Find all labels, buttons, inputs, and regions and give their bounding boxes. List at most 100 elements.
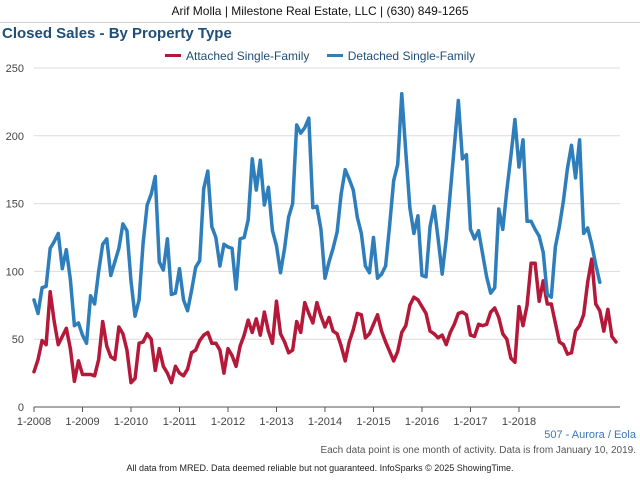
data-point (311, 321, 315, 325)
data-point (105, 344, 109, 348)
data-point (606, 307, 610, 311)
y-tick-label: 100 (6, 266, 24, 278)
legend-item-attached[interactable]: Attached Single-Family (165, 49, 309, 63)
data-point (335, 332, 339, 336)
data-point (355, 215, 359, 219)
data-point (44, 343, 48, 347)
data-point (270, 341, 275, 345)
data-point (299, 330, 303, 335)
data-point (436, 336, 440, 340)
data-point (489, 310, 493, 314)
data-point (72, 324, 77, 328)
data-point (165, 237, 169, 241)
data-point (452, 145, 456, 149)
data-point (541, 250, 545, 255)
data-point (52, 239, 56, 244)
data-point (359, 313, 363, 317)
data-point (210, 341, 214, 345)
data-point (327, 315, 331, 320)
data-point (282, 340, 287, 344)
data-point (266, 185, 270, 189)
data-point (137, 298, 141, 302)
data-point (517, 165, 521, 169)
data-point (517, 305, 521, 309)
data-point (375, 276, 380, 280)
data-point (363, 264, 367, 268)
data-point (464, 313, 469, 317)
data-point (384, 340, 388, 344)
data-point (428, 329, 432, 333)
data-point (582, 231, 586, 236)
data-point (76, 359, 81, 363)
data-point (287, 351, 291, 355)
data-point (76, 321, 81, 325)
data-point (250, 157, 254, 161)
data-point (234, 287, 238, 291)
data-point (181, 374, 186, 378)
data-point (440, 333, 444, 337)
data-point (480, 252, 485, 256)
data-point (315, 204, 319, 208)
data-point (278, 332, 283, 336)
data-point (375, 313, 380, 317)
data-point (56, 231, 60, 236)
data-point (198, 338, 202, 343)
data-point (367, 332, 372, 336)
data-point (105, 237, 109, 241)
data-point (460, 157, 464, 161)
data-point (343, 359, 347, 363)
data-point (141, 241, 145, 245)
data-point (68, 347, 72, 351)
data-point (202, 333, 206, 337)
data-point (505, 188, 509, 192)
data-point (93, 374, 97, 378)
data-point (590, 257, 594, 261)
data-point (117, 246, 121, 250)
data-point (590, 242, 594, 246)
data-point (505, 337, 509, 341)
region-label: 507 - Aurora / Eola (544, 429, 636, 441)
data-point (553, 245, 557, 249)
data-point (416, 214, 420, 218)
data-point (145, 332, 149, 336)
data-point (432, 332, 436, 336)
data-point (282, 246, 287, 250)
data-point (456, 98, 460, 103)
data-point (230, 353, 234, 358)
data-point (307, 311, 311, 316)
data-point (218, 348, 222, 352)
data-point (339, 344, 343, 348)
data-point (169, 292, 174, 297)
data-point (392, 178, 396, 183)
data-point (509, 154, 513, 158)
data-point (274, 299, 279, 303)
data-point (291, 348, 295, 352)
data-point (480, 324, 485, 328)
data-point (56, 343, 60, 347)
data-point (64, 326, 68, 330)
data-footnote: Each data point is one month of activity… (320, 445, 636, 456)
data-point (404, 150, 408, 154)
data-point (129, 380, 133, 385)
data-point (206, 330, 210, 335)
legend-item-detached[interactable]: Detached Single-Family (326, 49, 475, 63)
data-point (194, 348, 198, 352)
data-point (36, 311, 40, 316)
data-point (452, 322, 456, 326)
data-point (371, 235, 376, 240)
data-point (347, 177, 351, 181)
data-point (577, 138, 582, 142)
data-point (226, 245, 230, 249)
data-point (238, 344, 242, 348)
data-point (404, 324, 408, 328)
data-point (161, 364, 165, 368)
data-point (379, 329, 384, 333)
data-point (468, 227, 473, 231)
data-point (157, 347, 161, 351)
data-point (133, 314, 137, 318)
data-point (287, 215, 291, 219)
data-point (173, 364, 178, 368)
data-point (319, 227, 323, 231)
data-point (412, 231, 416, 236)
data-point (84, 341, 89, 345)
